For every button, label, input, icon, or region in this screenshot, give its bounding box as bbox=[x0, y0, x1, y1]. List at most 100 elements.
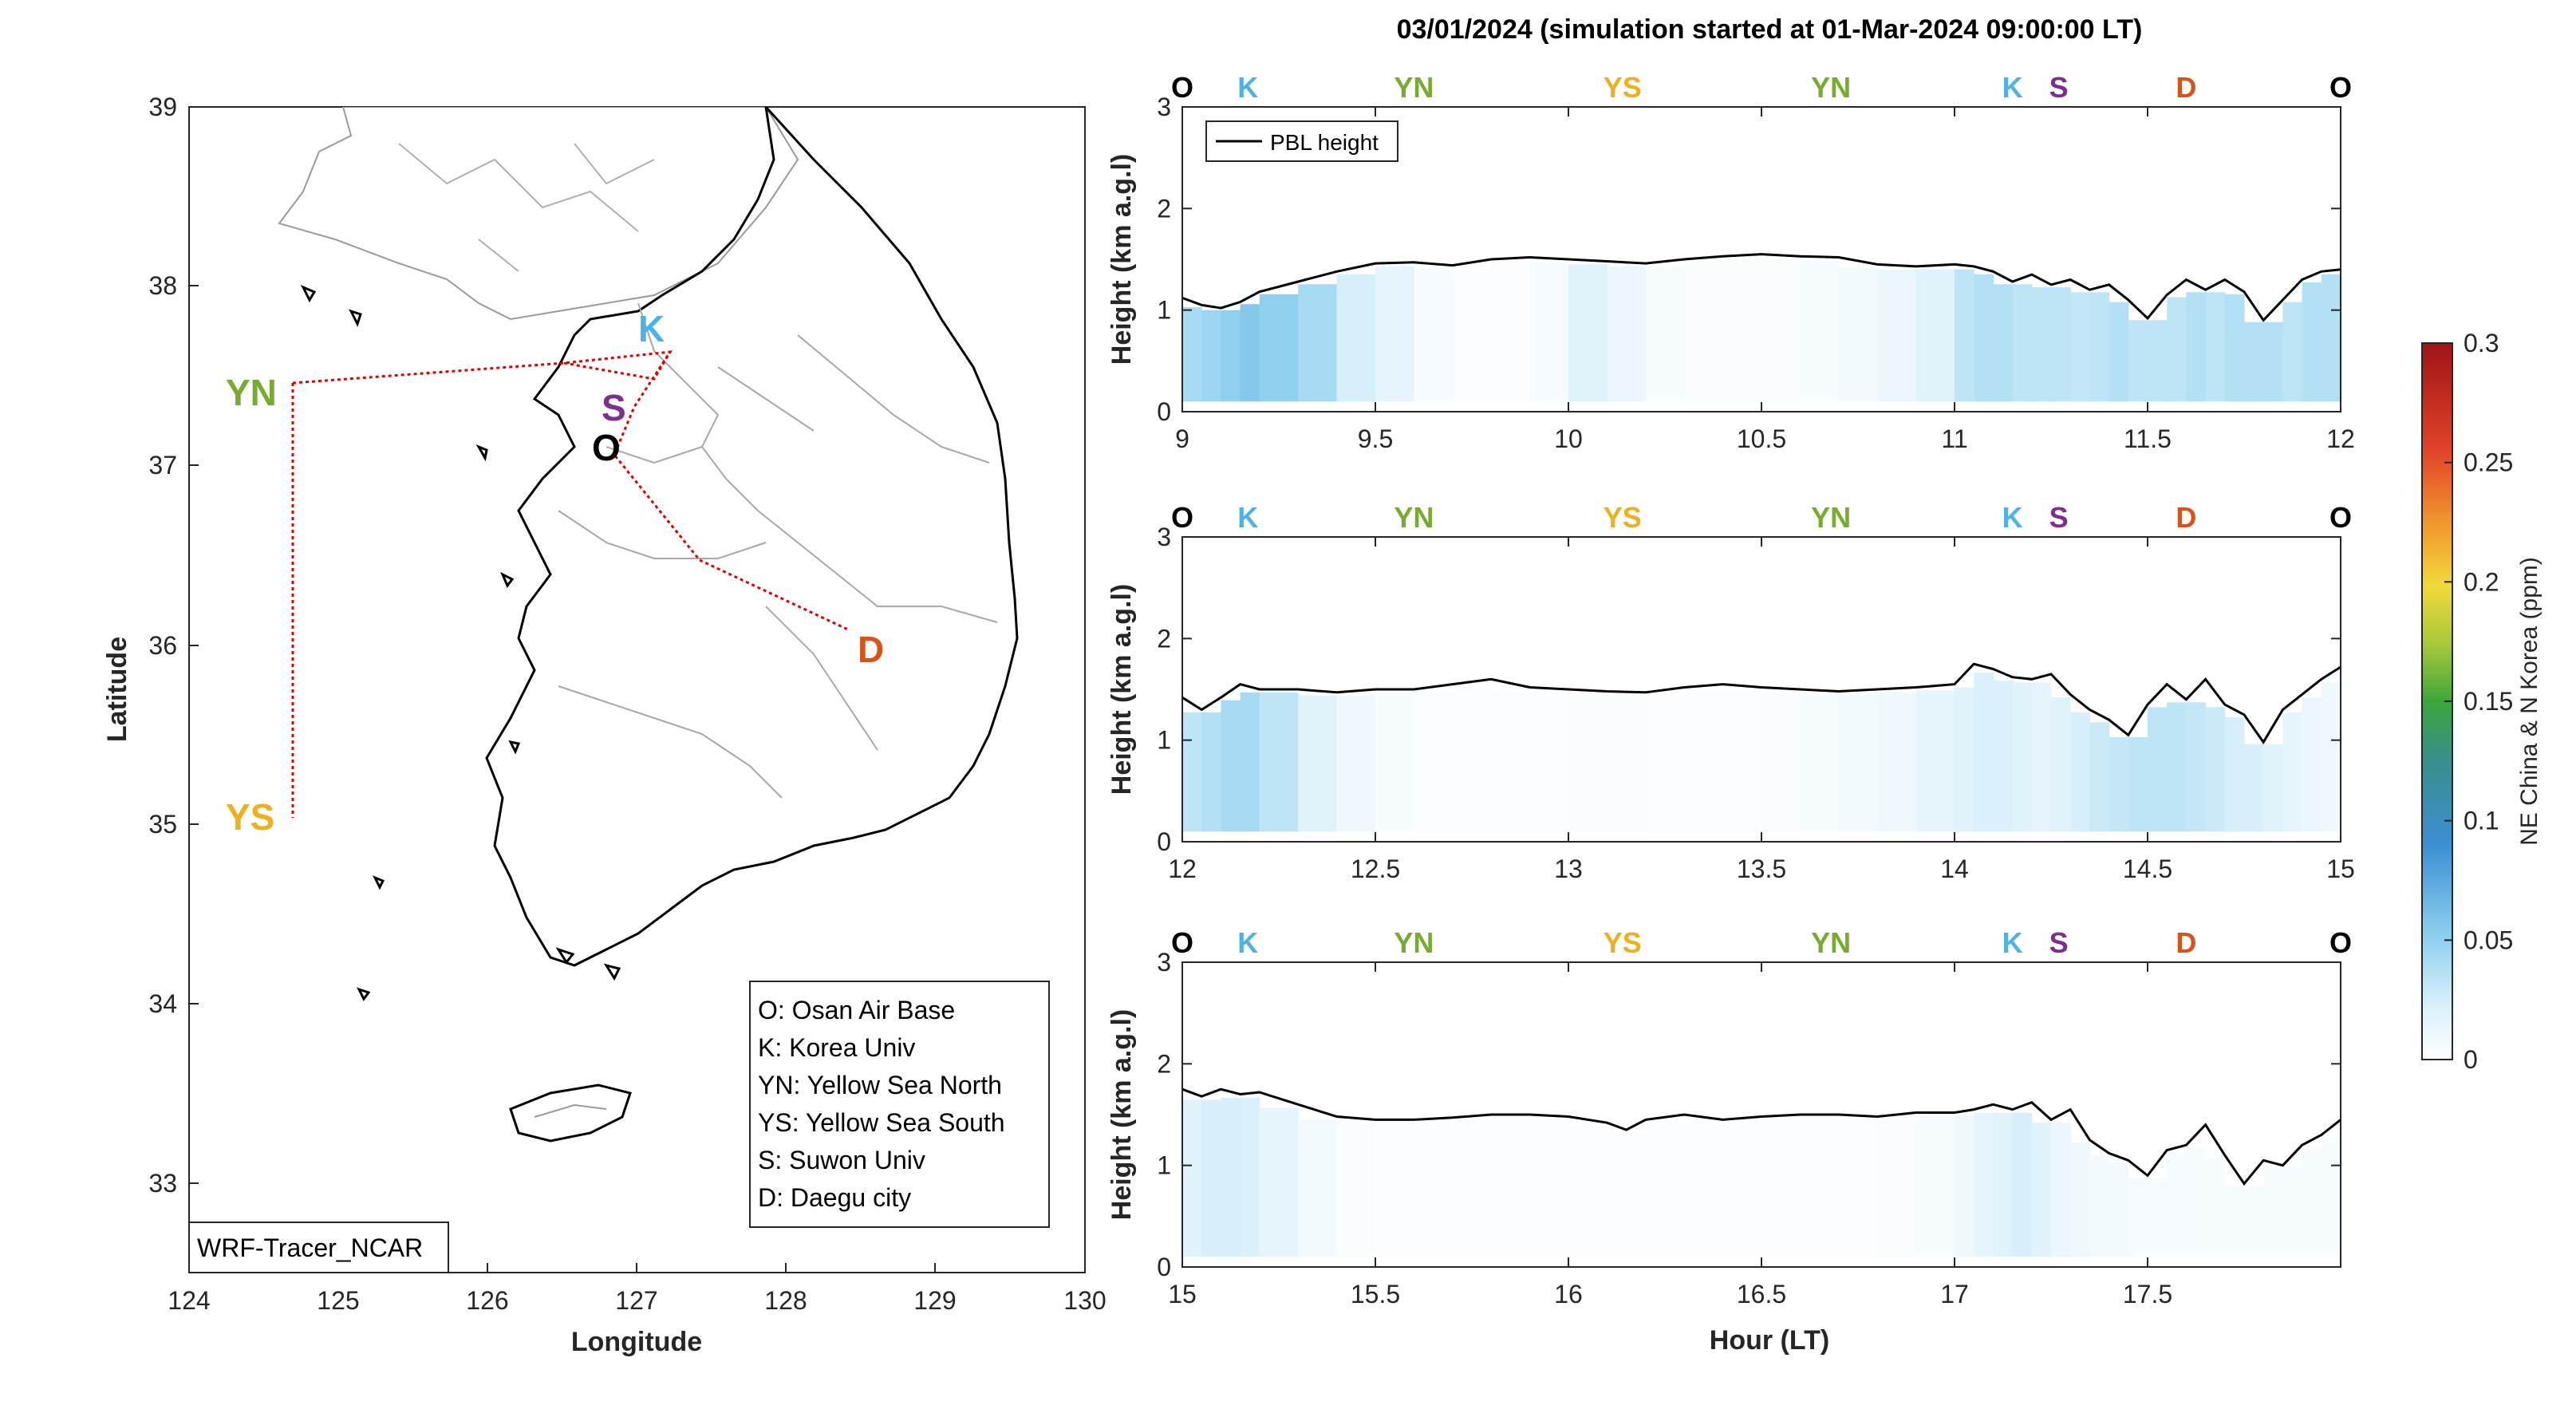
korea-map-outline bbox=[278, 107, 1019, 1143]
xtick-label: 14 bbox=[1940, 855, 1969, 883]
map-ylabel: Latitude bbox=[102, 637, 132, 742]
tracer-column bbox=[2302, 1147, 2322, 1257]
tracer-column bbox=[1182, 712, 1202, 832]
site-marker-ys: YS bbox=[1604, 501, 1642, 534]
map-label-s: S bbox=[602, 387, 626, 428]
tracer-column bbox=[1645, 1123, 1685, 1257]
map-label-ys: YS bbox=[226, 796, 274, 838]
tracer-column bbox=[1974, 1112, 1994, 1257]
tracer-column bbox=[2321, 1137, 2341, 1257]
site-marker-d: D bbox=[2176, 926, 2196, 959]
map-xlabel: Longitude bbox=[571, 1327, 702, 1357]
tracer-column bbox=[1568, 264, 1608, 402]
tracer-column bbox=[1240, 304, 1260, 402]
tracer-column bbox=[2089, 292, 2110, 402]
tracer-column bbox=[1722, 1123, 1762, 1257]
tracer-column bbox=[1452, 687, 1492, 832]
model-label: WRF-Tracer_NCAR bbox=[197, 1233, 423, 1262]
tracer-column bbox=[1955, 1115, 1974, 1257]
colorbar-tick-label: 0.1 bbox=[2464, 807, 2499, 835]
site-marker-o: O bbox=[1171, 926, 1193, 959]
site-marker-o: O bbox=[1171, 501, 1193, 534]
xtick-label: 11 bbox=[1941, 424, 1967, 453]
map-xtick: 125 bbox=[317, 1286, 359, 1315]
tracer-column bbox=[2128, 1177, 2148, 1257]
map-xtick: 129 bbox=[913, 1286, 956, 1315]
tracer-column bbox=[2031, 682, 2052, 832]
tracer-column bbox=[1722, 259, 1762, 402]
tracer-column bbox=[1607, 695, 1647, 832]
tracer-column bbox=[2302, 282, 2322, 402]
tracer-column bbox=[1491, 690, 1531, 832]
site-marker-ys: YS bbox=[1604, 71, 1642, 104]
pbl-legend-label: PBL height bbox=[1270, 130, 1379, 155]
site-marker-o: O bbox=[2329, 501, 2352, 534]
tracer-column bbox=[1626, 1132, 1647, 1257]
site-marker-k: K bbox=[1237, 501, 1258, 534]
tracer-column bbox=[2031, 287, 2052, 402]
site-marker-yn: YN bbox=[1394, 501, 1434, 534]
tracer-column bbox=[2089, 1155, 2110, 1257]
tracer-column bbox=[1414, 1123, 1454, 1257]
tracer-column bbox=[2282, 302, 2303, 402]
tracer-column bbox=[1491, 1117, 1531, 1257]
map-xtick: 128 bbox=[764, 1286, 807, 1315]
legend-item-s: S: Suwon Univ bbox=[758, 1146, 925, 1174]
map-yticks: 39 38 37 36 35 34 33 bbox=[148, 93, 199, 1198]
tracer-column bbox=[1838, 694, 1878, 832]
tracer-column bbox=[1974, 672, 1994, 832]
colorbar: 0 0.05 0.1 0.15 0.2 0.25 0.3 NE China & N Kore… bbox=[2421, 329, 2542, 1074]
tracer-column bbox=[2186, 1147, 2207, 1257]
tracer-column bbox=[2109, 736, 2129, 832]
xtick-label: 12.5 bbox=[1351, 855, 1400, 883]
site-marker-yn: YN bbox=[1811, 71, 1851, 104]
tracer-column bbox=[1800, 1117, 1840, 1257]
tracer-column bbox=[2031, 1123, 2052, 1257]
ylabel: Height (km a.g.l) bbox=[1107, 1009, 1137, 1220]
xtick-label: 16 bbox=[1554, 1280, 1583, 1308]
legend-item-o: O: Osan Air Base bbox=[758, 996, 955, 1024]
site-marker-o: O bbox=[2329, 71, 2352, 104]
ytick-label: 1 bbox=[1157, 726, 1171, 755]
ytick-label: 0 bbox=[1157, 397, 1171, 426]
pbl-height-line bbox=[1181, 1087, 2341, 1186]
map-label-d: D bbox=[858, 629, 884, 670]
tracer-column bbox=[1877, 269, 1917, 402]
map-xtick: 126 bbox=[466, 1286, 508, 1315]
tracer-column bbox=[2070, 712, 2090, 832]
tracer-column bbox=[2205, 1157, 2226, 1257]
ytick-label: 2 bbox=[1157, 1049, 1171, 1078]
xtick-label: 13 bbox=[1554, 855, 1583, 883]
tracer-column bbox=[2263, 744, 2283, 832]
tracer-column bbox=[1607, 266, 1647, 402]
tracer-column bbox=[2282, 712, 2303, 832]
tracer-column bbox=[1684, 690, 1724, 832]
tracer-column bbox=[1529, 692, 1569, 832]
tracer-column bbox=[1201, 310, 1221, 402]
tracer-column bbox=[1452, 268, 1492, 402]
tracer-column bbox=[1915, 269, 1955, 402]
colorbar-tick-label: 0.15 bbox=[2464, 687, 2513, 716]
xtick-label: 9 bbox=[1175, 424, 1189, 453]
time-xlabel: Hour (LT) bbox=[1710, 1325, 1829, 1356]
colorbar-tick-label: 0.05 bbox=[2464, 926, 2513, 954]
colorbar-tick-label: 0.25 bbox=[2464, 448, 2513, 477]
tracer-column bbox=[1993, 680, 2014, 832]
xtick-label: 12 bbox=[1168, 855, 1197, 883]
site-marker-s: S bbox=[2049, 501, 2069, 534]
xtick-label: 13.5 bbox=[1737, 855, 1786, 883]
site-marker-o: O bbox=[1171, 71, 1193, 104]
tracer-column bbox=[1993, 284, 2014, 402]
site-marker-yn: YN bbox=[1811, 501, 1851, 534]
tracer-column bbox=[2051, 1123, 2071, 1257]
ytick-label: 3 bbox=[1157, 523, 1171, 551]
tracer-column bbox=[2070, 1143, 2090, 1257]
tracer-column bbox=[2224, 717, 2245, 832]
tracer-column bbox=[1955, 269, 1974, 402]
map-label-o: O bbox=[592, 427, 621, 468]
tracer-column bbox=[2244, 744, 2264, 832]
tracer-column bbox=[1375, 266, 1414, 402]
tracer-column bbox=[1955, 687, 1974, 832]
tracer-column bbox=[2148, 1177, 2168, 1257]
